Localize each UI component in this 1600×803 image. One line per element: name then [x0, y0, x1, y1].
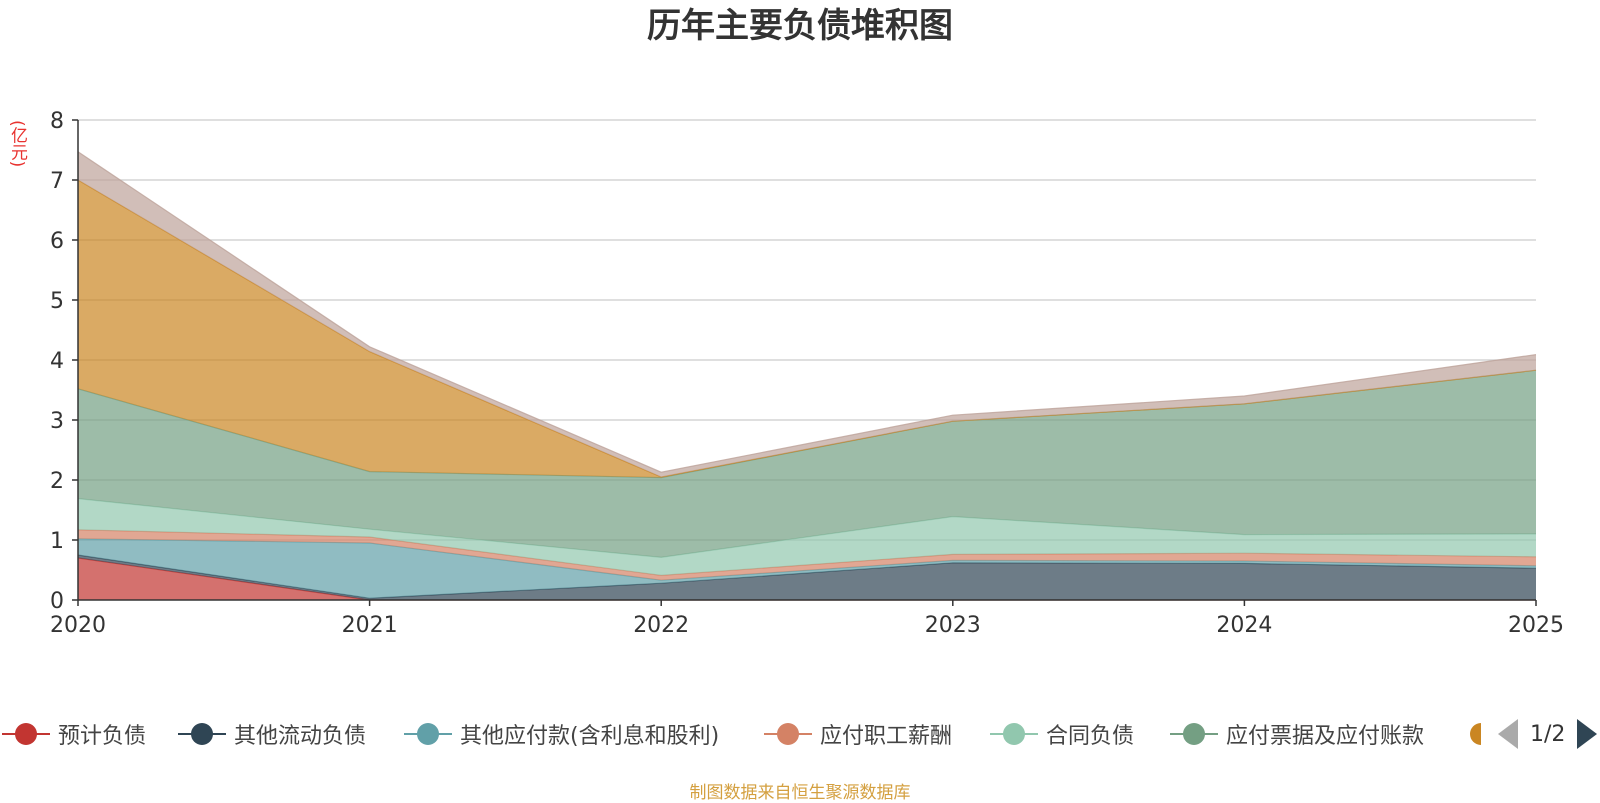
legend-page-indicator: 1/2: [1530, 721, 1566, 747]
legend-item-1[interactable]: 其他流动负债: [176, 714, 366, 754]
area-series: [77, 151, 1537, 601]
x-tick-label-2022: 2022: [633, 613, 689, 638]
x-tick-label-2023: 2023: [925, 613, 981, 638]
legend-marker-icon: [762, 714, 814, 754]
legend-item-5[interactable]: 应付票据及应付账款: [1168, 714, 1424, 754]
legend-item-4[interactable]: 合同负债: [988, 714, 1134, 754]
x-tick-label-2024: 2024: [1216, 613, 1272, 638]
legend-marker-icon: [402, 714, 454, 754]
axes: 0 1 2 3 4 5 6 7 8 2020 2021 2022 2023 2024 2025: [50, 109, 1564, 638]
y-tick-label-7: 7: [50, 169, 64, 194]
y-tick-label-2: 2: [50, 469, 64, 494]
legend-next-page-button[interactable]: [1577, 719, 1598, 749]
y-tick-label-6: 6: [50, 229, 64, 254]
area-series-6: [78, 180, 1536, 478]
legend-pager: 1/2: [1498, 718, 1598, 750]
legend-label: 预计负债: [58, 724, 147, 749]
area-series-0: [78, 558, 1536, 600]
area-series-3: [78, 529, 1536, 581]
x-tick-label-2025: 2025: [1508, 613, 1564, 638]
y-tick-label-1: 1: [50, 529, 64, 554]
y-axis-unit-label: (亿元): [7, 120, 27, 168]
legend-label: 其他应付款(含利息和股利): [460, 724, 720, 749]
x-tick-label-2020: 2020: [50, 613, 106, 638]
legend-item-2[interactable]: 其他应付款(含利息和股利): [402, 714, 719, 754]
area-series-2: [78, 538, 1536, 599]
legend-marker-icon: [988, 714, 1040, 754]
y-tick-label-4: 4: [50, 349, 64, 374]
legend-label: 应付票据及应付账款: [1226, 724, 1425, 749]
area-series-1: [78, 555, 1536, 600]
y-tick-label-0: 0: [50, 589, 64, 614]
legend: 预计负债 其他流动负债 其他应付款(含利息和股利) 应付职工薪酬 合同负债 应付票据及应付…: [0, 714, 1600, 754]
legend-marker-icon: [176, 714, 228, 754]
legend-label: 其他流动负债: [234, 724, 367, 749]
legend-prev-page-button[interactable]: [1498, 719, 1518, 749]
legend-item-0[interactable]: 预计负债: [0, 714, 146, 754]
legend-marker-icon: [0, 714, 52, 754]
legend-item-clipped: [1455, 714, 1481, 754]
area-series-5: [78, 370, 1536, 558]
y-tick-label-8: 8: [50, 109, 64, 134]
y-tick-label-3: 3: [50, 409, 64, 434]
legend-item-3[interactable]: 应付职工薪酬: [762, 714, 952, 754]
source-note: 制图数据来自恒生聚源数据库: [689, 783, 911, 803]
legend-marker-icon: [1168, 714, 1220, 754]
series-line-7: [77, 151, 1537, 473]
legend-label: 应付职工薪酬: [820, 724, 953, 749]
y-tick-label-5: 5: [50, 289, 64, 314]
stacked-area-chart: 0 1 2 3 4 5 6 7 8 2020 2021 2022 2023 2024 2025: [50, 109, 1564, 638]
x-tick-label-2021: 2021: [342, 613, 398, 638]
legend-label: 合同负债: [1046, 724, 1135, 749]
chart-title: 历年主要负债堆积图: [647, 6, 953, 46]
